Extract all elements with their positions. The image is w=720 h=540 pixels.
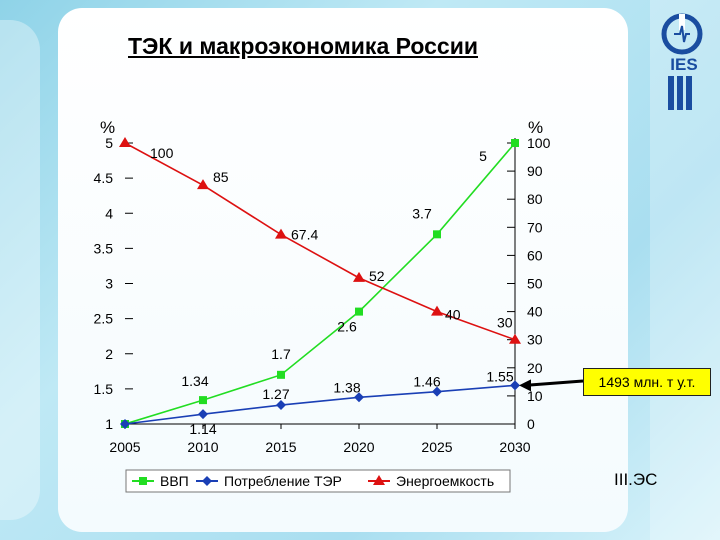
series-line-2 — [124, 142, 516, 341]
series-line-1 — [124, 384, 516, 425]
legend-item: Энергоемкость — [396, 473, 494, 489]
data-point — [431, 305, 443, 316]
data-point — [509, 333, 521, 344]
right-tick-label: 40 — [527, 304, 543, 320]
logo-text: IES — [670, 55, 697, 74]
x-tick-label: 2015 — [265, 439, 296, 455]
data-label: 1.27 — [262, 386, 289, 402]
left-tick-label: 4 — [105, 205, 113, 221]
left-tick-label: 1 — [105, 416, 113, 432]
legend-box — [125, 469, 511, 493]
decor-right-stripe — [650, 0, 720, 540]
data-label: 100 — [150, 145, 174, 161]
series-line-0 — [124, 142, 516, 425]
right-tick-label: 80 — [527, 191, 543, 207]
data-label: 1.38 — [333, 379, 360, 395]
left-tick-label: 2 — [105, 346, 113, 362]
right-tick-label: 50 — [527, 276, 543, 292]
data-point — [510, 380, 520, 391]
x-tick-label: 2020 — [343, 439, 374, 455]
right-tick-label: 60 — [527, 247, 543, 263]
data-point — [354, 392, 364, 403]
data-point — [197, 179, 209, 190]
data-point — [199, 396, 207, 405]
x-tick-label: 2030 — [499, 439, 530, 455]
data-point — [119, 137, 131, 147]
x-tick-label: 2005 — [109, 439, 140, 455]
ies-logo: IES — [660, 12, 708, 112]
legend-item: ВВП — [160, 473, 189, 489]
data-point — [433, 230, 441, 239]
x-tick-label: 2025 — [421, 439, 452, 455]
data-point — [511, 139, 519, 147]
data-point — [432, 386, 442, 397]
data-label: 1.55 — [486, 368, 513, 384]
legend-item: Потребление ТЭР — [224, 473, 342, 489]
data-point — [275, 228, 287, 239]
data-point — [276, 400, 286, 411]
data-point — [353, 271, 365, 282]
data-point — [355, 307, 363, 316]
legend-marker — [202, 476, 212, 486]
data-label: 40 — [445, 307, 461, 323]
left-tick-label: 4.5 — [94, 170, 114, 186]
left-tick-label: 3 — [105, 276, 113, 292]
callout-arrow-head — [519, 379, 531, 392]
data-point — [198, 409, 208, 420]
data-label: 5 — [479, 148, 487, 164]
data-label: 85 — [213, 169, 229, 185]
callout-arrow — [524, 379, 584, 387]
legend-marker — [373, 475, 385, 485]
right-tick-label: 20 — [527, 360, 543, 376]
left-tick-label: 5 — [105, 135, 113, 151]
org-label: III.ЭС — [614, 470, 658, 489]
left-axis-unit: % — [100, 118, 115, 137]
data-label: 30 — [497, 315, 513, 331]
right-axis-unit: % — [528, 118, 543, 137]
right-tick-label: 10 — [527, 388, 543, 404]
data-label: 3.7 — [412, 205, 432, 221]
data-label: 1.34 — [181, 373, 208, 389]
slide-panel — [58, 8, 628, 532]
data-label: 52 — [369, 268, 385, 284]
left-tick-label: 2.5 — [94, 311, 114, 327]
data-label: 1.46 — [413, 374, 440, 390]
right-tick-label: 90 — [527, 163, 543, 179]
left-tick-label: 1.5 — [94, 381, 114, 397]
right-tick-label: 0 — [527, 416, 535, 432]
right-tick-label: 70 — [527, 219, 543, 235]
data-point — [277, 370, 285, 379]
data-label: 67.4 — [291, 227, 318, 243]
legend-marker — [139, 477, 147, 485]
slide-title: ТЭК и макроэкономика России — [128, 33, 478, 59]
right-tick-label: 30 — [527, 332, 543, 348]
left-tick-label: 3.5 — [94, 240, 114, 256]
decor-left-stripe — [0, 20, 40, 520]
callout-box: 1493 млн. т у.т. — [583, 368, 711, 396]
x-tick-label: 2010 — [187, 439, 218, 455]
data-label: 1.7 — [271, 346, 291, 362]
data-point — [120, 419, 130, 429]
data-label: 1.14 — [189, 421, 216, 437]
right-tick-label: 100 — [527, 135, 551, 151]
data-label: 2.6 — [337, 319, 357, 335]
